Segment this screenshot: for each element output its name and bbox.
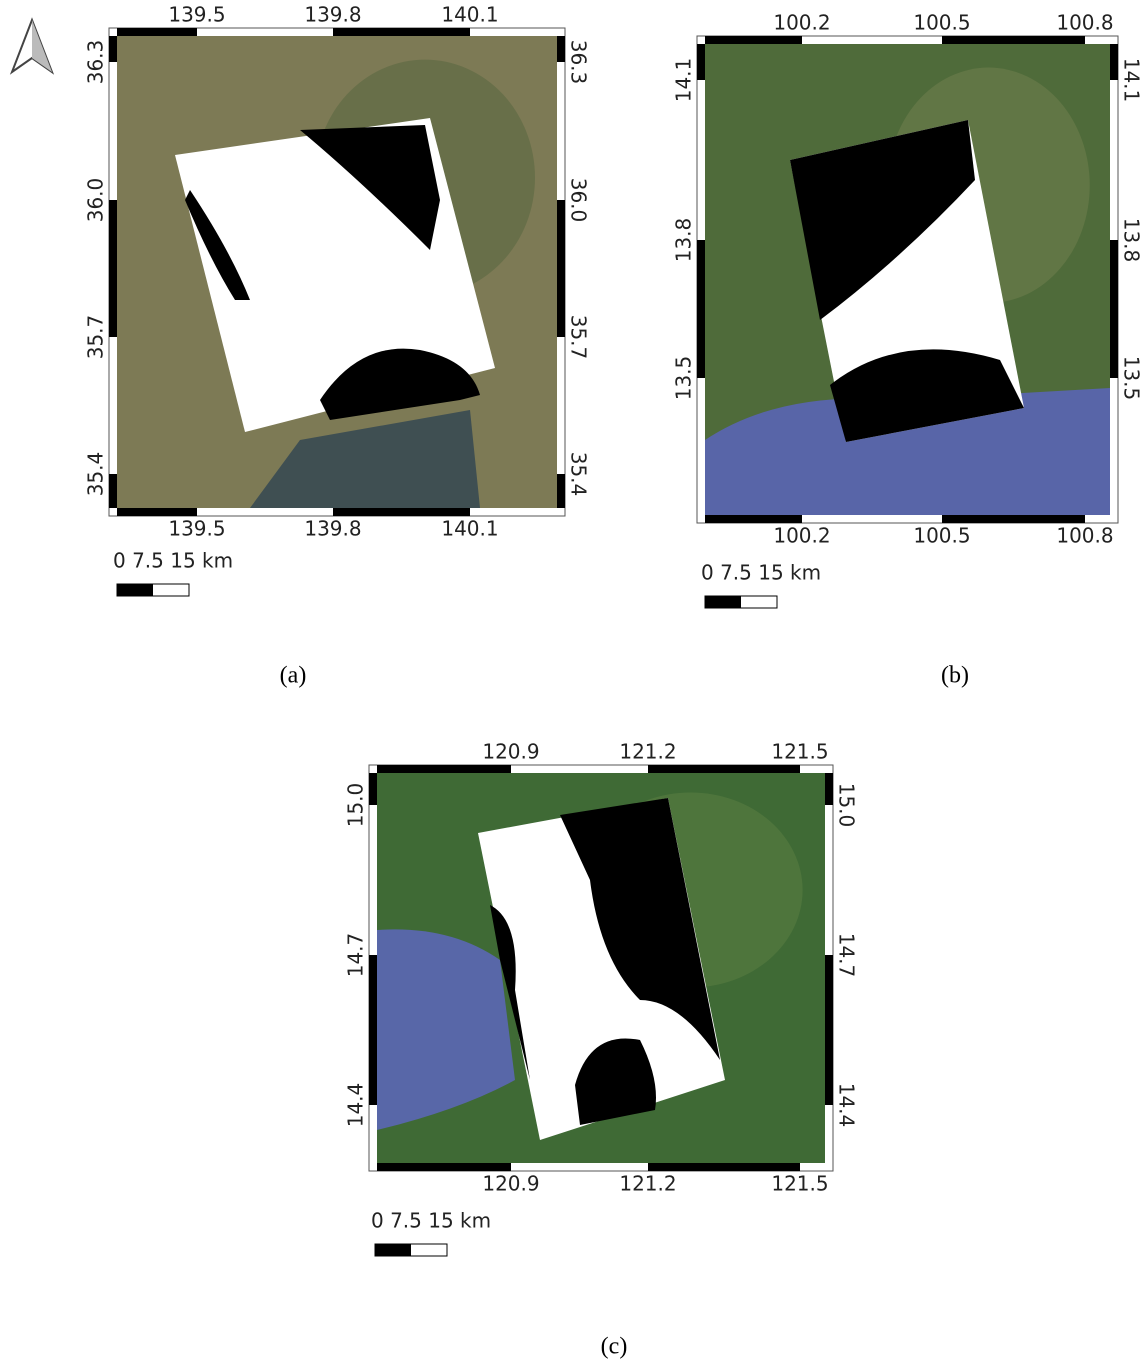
scale-bar-segment bbox=[705, 596, 741, 608]
frame-segment bbox=[1110, 240, 1118, 378]
frame-segment bbox=[942, 36, 1085, 44]
frame-segment bbox=[557, 200, 565, 337]
right-tick-label: 14.4 bbox=[835, 1083, 859, 1128]
caption: (a) bbox=[280, 663, 307, 689]
top-tick-label: 139.5 bbox=[168, 3, 225, 27]
top-tick-label: 120.9 bbox=[482, 740, 539, 764]
caption: (c) bbox=[601, 1334, 628, 1360]
frame-segment bbox=[333, 28, 470, 36]
frame-segment bbox=[377, 765, 511, 773]
right-tick-label: 35.7 bbox=[567, 315, 591, 360]
frame-segment bbox=[109, 36, 117, 62]
bottom-tick-label: 121.5 bbox=[771, 1172, 828, 1196]
left-tick-label: 13.5 bbox=[672, 356, 696, 401]
scale-bar-label: 0 7.5 15 km bbox=[371, 1209, 491, 1233]
frame-segment bbox=[697, 44, 705, 80]
map-panel: 100.2 100.5 100.8 100.2 100.5 100.8 14.1 13.8 13… bbox=[672, 11, 1144, 689]
frame-segment bbox=[333, 508, 470, 516]
bottom-tick-label: 100.2 bbox=[773, 524, 830, 548]
frame-segment bbox=[705, 515, 802, 523]
frame-segment bbox=[648, 765, 800, 773]
frame-segment bbox=[942, 515, 1085, 523]
frame-segment bbox=[825, 773, 833, 805]
scale-bar-label: 0 7.5 15 km bbox=[113, 549, 233, 573]
bottom-tick-label: 100.5 bbox=[913, 524, 970, 548]
left-tick-label: 13.8 bbox=[672, 218, 696, 263]
bottom-tick-label: 139.5 bbox=[168, 517, 225, 541]
bottom-tick-label: 140.1 bbox=[441, 517, 498, 541]
frame-segment bbox=[117, 28, 197, 36]
left-tick-label: 36.0 bbox=[84, 178, 108, 223]
right-tick-label: 36.0 bbox=[567, 178, 591, 223]
frame-segment bbox=[825, 955, 833, 1105]
scale-bar-segment bbox=[375, 1244, 411, 1256]
north-arrow bbox=[12, 20, 52, 72]
top-tick-label: 100.5 bbox=[913, 11, 970, 35]
left-tick-label: 35.7 bbox=[84, 315, 108, 360]
bottom-tick-label: 100.8 bbox=[1056, 524, 1113, 548]
frame-segment bbox=[369, 773, 377, 805]
top-tick-label: 139.8 bbox=[304, 3, 361, 27]
top-tick-label: 100.2 bbox=[773, 11, 830, 35]
left-tick-label: 36.3 bbox=[84, 40, 108, 85]
scale-bar-label: 0 7.5 15 km bbox=[701, 561, 821, 585]
map-panel: 120.9 121.2 121.5 120.9 121.2 121.5 15.0 14.7 14… bbox=[344, 740, 859, 1360]
right-tick-label: 13.5 bbox=[1120, 356, 1144, 401]
right-tick-label: 15.0 bbox=[835, 783, 859, 828]
figure: 139.5 139.8 140.1 139.5 139.8 140.1 36.3 36.0 35… bbox=[0, 0, 1147, 1363]
bottom-tick-label: 121.2 bbox=[619, 1172, 676, 1196]
frame-segment bbox=[117, 508, 197, 516]
frame-segment bbox=[697, 240, 705, 378]
frame-segment bbox=[109, 474, 117, 508]
top-tick-label: 140.1 bbox=[441, 3, 498, 27]
bottom-tick-label: 120.9 bbox=[482, 1172, 539, 1196]
scale-bar-segment bbox=[117, 584, 153, 596]
left-tick-label: 14.1 bbox=[672, 58, 696, 103]
right-tick-label: 35.4 bbox=[567, 452, 591, 497]
right-tick-label: 14.1 bbox=[1120, 58, 1144, 103]
frame-segment bbox=[377, 1163, 511, 1171]
right-tick-label: 13.8 bbox=[1120, 218, 1144, 263]
bottom-tick-label: 139.8 bbox=[304, 517, 361, 541]
frame-segment bbox=[369, 955, 377, 1105]
frame-segment bbox=[705, 36, 802, 44]
right-tick-label: 14.7 bbox=[835, 933, 859, 978]
top-tick-label: 121.5 bbox=[771, 740, 828, 764]
left-tick-label: 14.4 bbox=[344, 1083, 368, 1128]
frame-segment bbox=[557, 36, 565, 62]
frame-segment bbox=[648, 1163, 800, 1171]
caption: (b) bbox=[941, 663, 969, 689]
left-tick-label: 35.4 bbox=[84, 452, 108, 497]
left-tick-label: 15.0 bbox=[344, 783, 368, 828]
map-panel: 139.5 139.8 140.1 139.5 139.8 140.1 36.3 36.0 35… bbox=[84, 3, 591, 689]
right-tick-label: 36.3 bbox=[567, 40, 591, 85]
top-tick-label: 100.8 bbox=[1056, 11, 1113, 35]
frame-segment bbox=[1110, 44, 1118, 80]
frame-segment bbox=[109, 200, 117, 337]
top-tick-label: 121.2 bbox=[619, 740, 676, 764]
frame-segment bbox=[557, 474, 565, 508]
left-tick-label: 14.7 bbox=[344, 933, 368, 978]
